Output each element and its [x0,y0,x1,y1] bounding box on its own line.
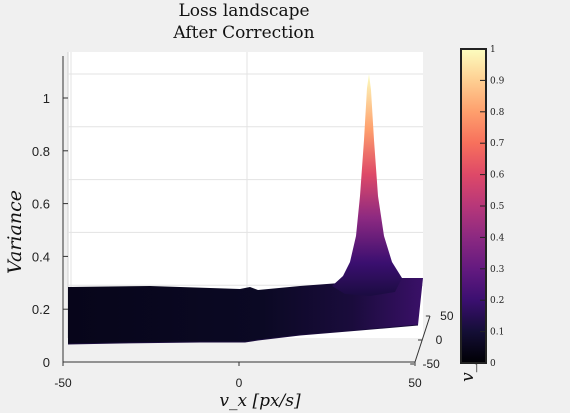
chart-title-line1: Loss landscape [178,1,309,21]
colorbar-tick-label: 0.9 [490,76,505,86]
surface-peak [332,74,402,296]
chart-title-line2: After Correction [172,23,314,43]
colorbar-tick-label: 0.7 [490,139,505,149]
y-tick-label: 0 [436,333,443,347]
colorbar-tick-label: 0.3 [490,265,505,275]
colorbar-tick-label: 0.5 [490,202,505,212]
axes-background [68,52,423,338]
x-tick-label: -50 [54,376,72,390]
z-tick-label: 0.4 [32,249,50,264]
y-tick-label: -50 [423,357,441,371]
colorbar-tick-label: 0.1 [490,328,504,338]
z-axis-ticks: 0 0.2 0.4 0.6 0.8 1 [32,91,68,370]
z-tick-label: 0.6 [32,197,50,212]
z-tick-label: 0.2 [32,302,50,317]
x-axis-ticks: -50 0 50 [54,362,422,390]
z-tick-label: 1 [43,91,50,106]
surface-plot [67,74,423,345]
x-tick-label: 50 [408,376,422,390]
x-tick-label: 0 [236,376,243,390]
colorbar-tick-label: 0.8 [490,108,505,118]
y-tick-label: 50 [440,309,454,323]
surface-body [68,278,423,344]
colorbar-tick-label: 0.4 [490,233,505,243]
z-tick-label: 0 [43,355,50,370]
colorbar-tick-label: 0.6 [490,171,505,181]
colorbar-tick-label: 1 [490,45,496,55]
y-axis-ticks: -50 0 50 [410,309,454,371]
y-axis-line [414,315,431,363]
z-tick-label: 0.8 [32,144,50,159]
colorbar-tick-label: 0 [490,359,496,369]
x-axis-label: v_x [px/s] [219,391,301,411]
colorbar-ticks: 0 0.1 0.2 0.3 0.4 0.5 0.6 0.7 0.8 0.9 1 [480,45,505,369]
colorbar-tick-label: 0.2 [490,296,504,306]
surface-front-edge [67,324,419,345]
z-axis-label: Variance [4,190,26,274]
